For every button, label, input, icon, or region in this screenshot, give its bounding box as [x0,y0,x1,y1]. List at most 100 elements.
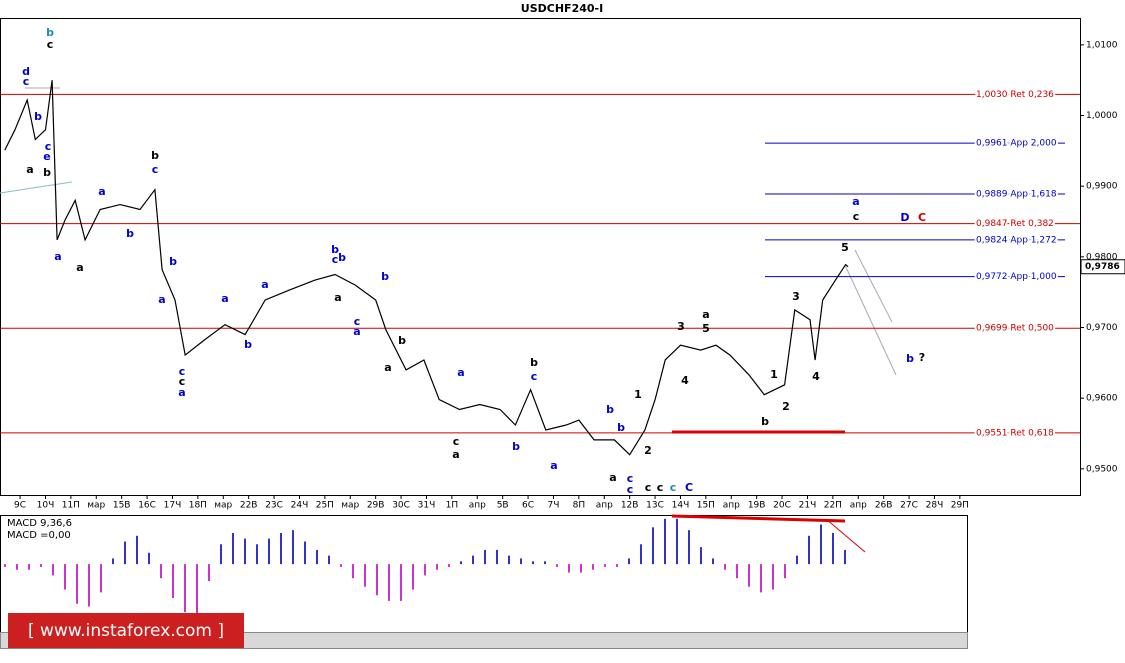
wave-label: 1 [634,388,642,401]
wave-label: b [606,403,614,416]
wave-label: c [45,140,52,153]
x-tick-label: апр [850,501,867,511]
x-tick-label: 8П [573,501,586,511]
wave-label: a [178,386,185,399]
x-tick-label: апр [469,501,486,511]
x-tick-label: 12В [621,501,639,511]
wave-label: c [657,481,664,494]
x-tick-label: 10Ч [37,501,55,511]
x-tick-label: 30С [392,501,410,511]
x-tick-label: апр [723,501,740,511]
wave-label: b [512,440,520,453]
level-label: 0,9961 App 2,000 [976,139,1057,149]
x-tick-label: 14Ч [672,501,690,511]
wave-label: D [900,211,909,224]
wave-label: 4 [681,374,689,387]
x-tick-label: 17Ч [164,501,182,511]
x-tick-label: 23С [265,501,283,511]
wave-label: a [334,291,341,304]
wave-label: b [244,338,252,351]
wave-label: a [702,308,709,321]
wave-label: b [151,149,159,162]
wave-label: a [852,195,859,208]
chart-title: USDCHF240-I [521,2,603,15]
wave-label: b [761,415,769,428]
x-tick-label: 15П [697,501,715,511]
level-label: 0,9699 Ret 0,500 [976,324,1054,334]
watermark-box [8,613,244,648]
x-tick-label: 16С [138,501,156,511]
projection-line [854,249,893,323]
x-tick-label: 7Ч [548,501,560,511]
macd-divergence [825,518,866,553]
wave-label: 5 [702,322,710,335]
x-tick-label: 9С [14,501,26,511]
wave-label: c [47,38,54,51]
x-tick-label: апр [596,501,613,511]
last-price-label: 0,9786 [1085,262,1120,272]
x-tick-label: 1П [446,501,459,511]
y-tick-label: 0,9600 [1086,394,1118,404]
y-tick-label: 0,9500 [1086,464,1118,474]
wave-label: 2 [644,444,652,457]
x-tick-label: 6С [522,501,534,511]
wave-label: b [338,251,346,264]
wave-label: a [457,366,464,379]
plot: 1,0100 1,0000 0,9900 0,9800 0,9700 0,9600 0,95… [0,26,1125,616]
x-tick-label: 20С [773,501,791,511]
wave-label: a [221,292,228,305]
x-tick-label: 24Ч [291,501,309,511]
wave-label: a [452,448,459,461]
wave-label: b [906,352,914,365]
wave-label: c [453,435,460,448]
wave-label: a [158,293,165,306]
x-tick-label: 29В [367,501,385,511]
wave-label: 5 [841,241,849,254]
price-line [4,80,849,456]
wave-label: b [398,334,406,347]
projection-line [844,264,897,376]
wave-label: a [550,459,557,472]
wave-label: c [332,253,339,266]
x-tick-label: 28Ч [926,501,944,511]
macd-divergence [671,514,846,523]
wave-label: 4 [812,370,820,383]
wave-label: a [384,361,391,374]
x-tick-label: 13С [646,501,664,511]
x-tick-label: мар [214,501,232,511]
y-tick-label: 0,9900 [1086,182,1118,192]
wave-label: c [152,163,159,176]
wave-label: a [54,250,61,263]
wave-label: a [261,278,268,291]
wave-label: C [685,481,693,494]
y-tick-label: 0,9800 [1086,252,1118,262]
wave-label: b [46,26,54,39]
wave-label: c [23,75,30,88]
level-label: 0,9772 App 1,000 [976,272,1057,282]
level-label: 0,9551 Ret 0,618 [976,428,1054,438]
wave-label: 2 [782,400,790,413]
level-label: 0,9847 Ret 0,382 [976,219,1054,229]
level-label: 1,0030 Ret 0,236 [976,90,1054,100]
x-tick-label: 21Ч [799,501,817,511]
x-tick-label: 27С [900,501,918,511]
x-tick-label: 18П [189,501,207,511]
x-tick-label: 29П [951,501,969,511]
wave-label: b [169,255,177,268]
wave-label: a [98,185,105,198]
level-label: 0,9889 App 1,618 [976,189,1057,199]
level-label: 0,9824 App 1,272 [976,235,1057,245]
wave-label: b [381,270,389,283]
last-price-box [1080,259,1125,275]
wave-label: e [43,150,50,163]
watermark: [ www.instaforex.com ] [28,621,224,641]
y-tick-label: 1,0100 [1086,40,1118,50]
x-tick-label: мар [87,501,105,511]
wave-label: a [76,261,83,274]
wave-label: 3 [677,320,685,333]
x-tick-label: 15В [113,501,131,511]
wave-label: b [530,356,538,369]
wave-label: c [645,481,652,494]
